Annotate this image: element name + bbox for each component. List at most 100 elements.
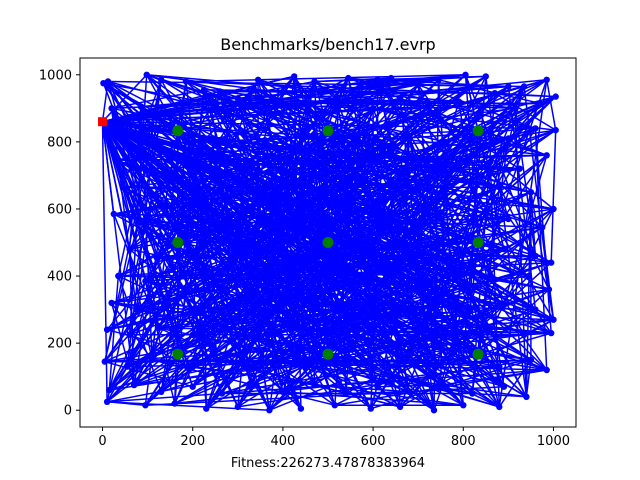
route-segment	[278, 360, 527, 398]
customer-point	[153, 254, 160, 261]
customer-point	[198, 135, 205, 142]
customer-point	[437, 209, 444, 216]
customer-point	[266, 219, 273, 226]
customer-point	[293, 145, 300, 152]
customer-point	[315, 331, 323, 338]
customer-point	[543, 152, 550, 159]
route-segment	[327, 188, 356, 355]
route-segment	[192, 248, 266, 388]
customer-point	[315, 192, 323, 199]
x-axis: 0 200 400 600 800 1000	[98, 427, 570, 449]
route-segment	[108, 148, 297, 391]
route-segment	[134, 334, 525, 386]
customer-point	[338, 217, 345, 224]
customer-point	[230, 299, 237, 307]
customer-point	[500, 246, 508, 253]
customer-point	[536, 100, 544, 107]
route-segment	[228, 144, 520, 170]
station-point	[472, 348, 484, 360]
route-segment	[302, 218, 509, 304]
customer-point	[248, 383, 255, 390]
customer-point	[189, 331, 196, 338]
customer-point	[442, 138, 449, 146]
customer-point	[182, 78, 190, 85]
customer-point	[162, 108, 169, 115]
route-segment	[287, 280, 360, 284]
customer-point	[511, 105, 519, 112]
customer-point	[126, 331, 133, 338]
y-tick-label: 600	[47, 202, 72, 217]
route-segment	[144, 111, 167, 169]
route-segment	[390, 275, 428, 282]
route-segment	[390, 167, 520, 198]
customer-point	[433, 299, 440, 307]
customer-point	[487, 158, 494, 166]
route-segment	[106, 195, 153, 402]
station-points	[172, 125, 484, 360]
route-segment	[210, 102, 374, 110]
route-segment	[177, 130, 268, 310]
customer-point	[297, 210, 305, 218]
route-segment	[433, 79, 548, 411]
route-segment	[140, 105, 471, 312]
route-segment	[133, 310, 471, 386]
route-segment	[156, 92, 496, 259]
customer-point	[500, 383, 508, 390]
customer-point	[435, 76, 442, 84]
customer-point	[207, 100, 214, 107]
customer-point	[148, 192, 156, 199]
customer-point	[539, 224, 546, 231]
customer-point	[543, 366, 550, 374]
customer-point	[266, 407, 273, 414]
customer-point	[293, 252, 300, 260]
route-segment	[291, 185, 435, 411]
route-segment	[177, 273, 460, 355]
customer-point	[356, 279, 363, 286]
route-segment	[408, 136, 419, 189]
customer-point	[103, 326, 111, 333]
route-segment	[417, 128, 537, 331]
customer-point	[261, 246, 269, 253]
customer-point	[424, 103, 431, 110]
route-segment	[107, 401, 270, 411]
customer-point	[482, 73, 489, 80]
customer-point	[137, 103, 145, 110]
customer-point	[162, 301, 169, 308]
customer-point	[194, 249, 201, 256]
customer-point	[212, 170, 219, 177]
y-tick-label: 800	[47, 135, 72, 150]
route-segment	[237, 212, 280, 362]
customer-point	[180, 158, 187, 166]
customer-point	[525, 272, 532, 280]
customer-point	[460, 402, 467, 409]
customer-point	[406, 133, 413, 140]
customer-point	[167, 212, 174, 219]
route-segment	[359, 282, 505, 306]
route-segment	[314, 226, 543, 386]
route-segment	[498, 359, 532, 408]
route-segment	[192, 129, 557, 388]
route-segment	[177, 130, 217, 283]
x-tick-label: 800	[451, 434, 476, 449]
route-segment	[300, 130, 329, 215]
customer-point	[342, 165, 350, 172]
customer-point	[288, 182, 296, 189]
route-segment	[550, 130, 557, 263]
route-segment	[219, 91, 356, 252]
route-segment	[345, 167, 554, 210]
route-segment	[372, 367, 500, 408]
customer-point	[214, 356, 221, 364]
route-segment	[136, 218, 509, 311]
route-segment	[101, 121, 131, 250]
customer-point	[374, 76, 381, 84]
route-segment	[144, 334, 194, 406]
depot-point	[98, 117, 107, 127]
route-segment	[101, 121, 115, 215]
route-segment	[372, 106, 428, 161]
customer-point	[415, 185, 422, 192]
customer-point	[491, 90, 498, 97]
customer-point	[532, 306, 539, 313]
route-segment	[146, 74, 532, 193]
station-point	[472, 237, 484, 248]
route-segment	[237, 97, 356, 190]
